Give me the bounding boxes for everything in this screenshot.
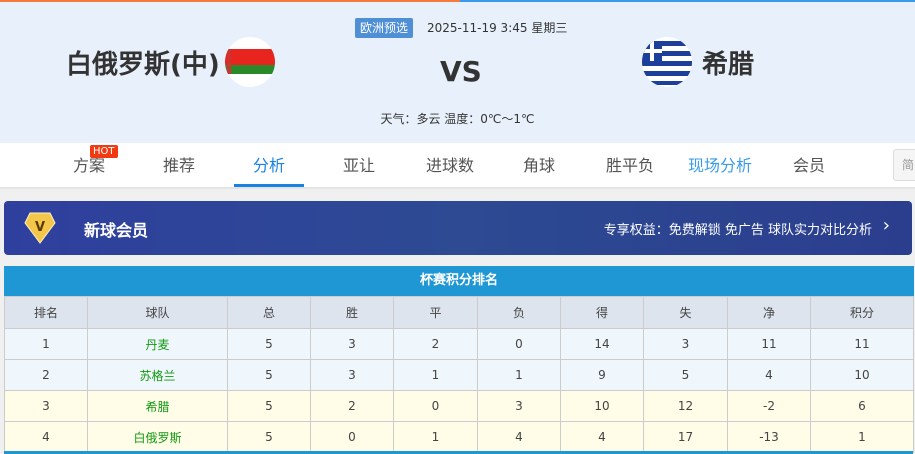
- table-cell: 4: [477, 421, 561, 453]
- vs-label: VS: [440, 55, 482, 88]
- greece-flag-icon: [642, 37, 692, 87]
- table-row: 1 丹麦 5 3 2 0 14 3 11 11: [4, 328, 914, 360]
- standings-title: 杯赛积分排名: [4, 266, 914, 296]
- column-header: 总: [227, 296, 311, 329]
- membership-banner[interactable]: V 新球会员 专享权益：免费解锁 免广告 球队实力对比分析 ›: [4, 201, 912, 255]
- language-toggle[interactable]: 简: [893, 149, 915, 181]
- team-link[interactable]: 希腊: [87, 390, 228, 422]
- svg-text:V: V: [35, 220, 45, 235]
- table-cell: 17: [643, 421, 728, 453]
- table-cell: -13: [727, 421, 811, 453]
- table-cell: 12: [643, 390, 728, 422]
- team-link[interactable]: 丹麦: [87, 328, 228, 360]
- table-cell: 10: [810, 359, 914, 391]
- table-cell: 10: [560, 390, 644, 422]
- table-cell: 3: [310, 328, 394, 360]
- belarus-flag-icon: [225, 37, 275, 87]
- diamond-v-icon: V: [24, 212, 56, 244]
- tab-plan[interactable]: 方案: [72, 156, 105, 175]
- table-cell: -2: [727, 390, 811, 422]
- column-header: 负: [477, 296, 561, 329]
- tab-goals[interactable]: 进球数: [425, 156, 474, 175]
- table-row: 3 希腊 5 2 0 3 10 12 -2 6: [4, 390, 914, 422]
- table-cell: 5: [227, 359, 311, 391]
- table-cell: 11: [727, 328, 811, 360]
- tab-corners[interactable]: 角球: [522, 156, 555, 175]
- column-header: 排名: [4, 296, 88, 329]
- table-cell: 2: [4, 359, 88, 391]
- table-cell: 5: [227, 421, 311, 453]
- column-header: 球队: [87, 296, 228, 329]
- banner-perks: 专享权益：免费解锁 免广告 球队实力对比分析: [603, 223, 872, 238]
- match-datetime: 2025-11-19 3:45 星期三: [427, 21, 568, 35]
- table-cell: 14: [560, 328, 644, 360]
- tab-asian-handicap[interactable]: 亚让: [342, 156, 375, 175]
- team-link[interactable]: 苏格兰: [87, 359, 228, 391]
- competition-badge[interactable]: 欧洲预选: [355, 18, 413, 38]
- column-header: 积分: [810, 296, 914, 329]
- match-header: 欧洲预选 2025-11-19 3:45 星期三 白俄罗斯(中) VS 希腊 天…: [0, 2, 915, 143]
- hot-badge: HOT: [90, 145, 118, 158]
- table-cell: 3: [477, 390, 561, 422]
- column-header: 胜: [310, 296, 394, 329]
- table-cell: 3: [4, 390, 88, 422]
- away-team-name[interactable]: 希腊: [702, 50, 755, 80]
- table-cell: 2: [393, 328, 478, 360]
- table-cell: 0: [310, 421, 394, 453]
- table-cell: 3: [643, 328, 728, 360]
- column-header: 失: [643, 296, 728, 329]
- table-cell: 5: [227, 390, 311, 422]
- tab-1x2[interactable]: 胜平负: [605, 156, 654, 175]
- table-row: 2 苏格兰 5 3 1 1 9 5 4 10: [4, 359, 914, 391]
- tab-recommend[interactable]: 推荐: [162, 156, 195, 175]
- table-cell: 4: [4, 421, 88, 453]
- table-cell: 1: [393, 421, 478, 453]
- table-cell: 1: [4, 328, 88, 360]
- standings-table: 杯赛积分排名 排名 球队总胜平负得失净积分 1 丹麦 5 3 2 0 14 3 11 11 2 苏格兰 5…: [4, 266, 914, 453]
- tab-nav: 方案 HOT 推荐 分析 亚让 进球数 角球 胜平负 现场分析 会员 简: [0, 143, 915, 189]
- table-cell: 0: [393, 390, 478, 422]
- table-cell: 0: [477, 328, 561, 360]
- home-team-name[interactable]: 白俄罗斯(中): [66, 50, 220, 80]
- top-accent-bar: [0, 0, 915, 2]
- table-cell: 5: [227, 328, 311, 360]
- tab-membership[interactable]: 会员: [792, 156, 825, 175]
- table-cell: 6: [810, 390, 914, 422]
- tab-live-analysis[interactable]: 现场分析: [687, 156, 752, 175]
- table-cell: 3: [310, 359, 394, 391]
- table-cell: 4: [560, 421, 644, 453]
- table-cell: 1: [393, 359, 478, 391]
- table-cell: 2: [310, 390, 394, 422]
- table-cell: 11: [810, 328, 914, 360]
- table-cell: 1: [810, 421, 914, 453]
- tab-analysis[interactable]: 分析: [234, 143, 304, 187]
- column-header: 净: [727, 296, 811, 329]
- table-cell: 1: [477, 359, 561, 391]
- chevron-right-icon: ›: [882, 215, 890, 236]
- team-link[interactable]: 白俄罗斯: [87, 421, 228, 453]
- table-cell: 9: [560, 359, 644, 391]
- table-cell: 5: [643, 359, 728, 391]
- column-header: 得: [560, 296, 644, 329]
- banner-title: 新球会员: [84, 221, 149, 240]
- table-row: 4 白俄罗斯 5 0 1 4 4 17 -13 1: [4, 421, 914, 453]
- weather-info: 天气：多云 温度：0℃～1℃: [380, 112, 535, 126]
- column-header: 平: [393, 296, 478, 329]
- table-cell: 4: [727, 359, 811, 391]
- table-bottom-bar: [4, 451, 913, 454]
